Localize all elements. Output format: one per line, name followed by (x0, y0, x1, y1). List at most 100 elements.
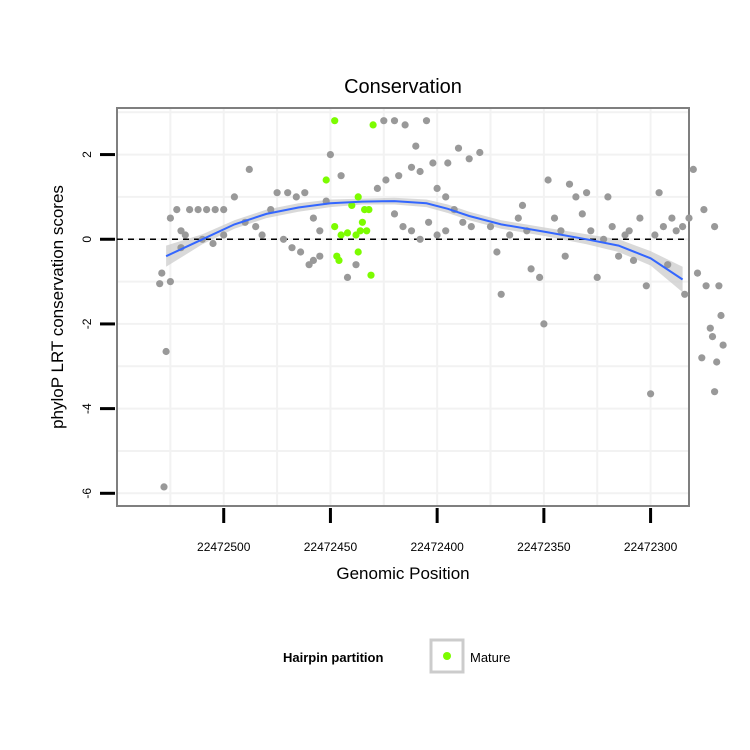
y-axis-title: phyloP LRT conservation scores (48, 185, 67, 429)
y-tick-label: -4 (80, 403, 94, 414)
other-point (454, 144, 463, 152)
other-point (343, 273, 352, 281)
other-point (181, 231, 189, 239)
other-point (708, 333, 717, 341)
chart-title: Conservation (344, 76, 462, 98)
other-point (401, 121, 409, 129)
other-point (297, 248, 305, 256)
other-point (544, 176, 552, 184)
mature-point (363, 227, 371, 235)
x-tick-label: 22472300 (624, 540, 678, 554)
other-point (506, 231, 514, 239)
other-point (700, 206, 708, 214)
other-point (373, 184, 381, 192)
other-point (166, 278, 174, 286)
mature-point (348, 201, 356, 209)
other-point (442, 227, 450, 235)
other-point (444, 159, 452, 167)
other-point (220, 231, 228, 239)
smooth-line-layer (165, 200, 684, 281)
scatter-points (156, 117, 727, 491)
mature-point (354, 193, 362, 201)
plot-panel (116, 107, 690, 507)
other-point (497, 290, 505, 298)
other-point (316, 252, 324, 260)
other-point (459, 218, 467, 226)
other-point (258, 231, 266, 239)
mature-point (335, 256, 343, 264)
mature-point (337, 231, 345, 239)
other-point (715, 282, 723, 290)
other-point (698, 354, 706, 362)
other-point (693, 269, 702, 277)
x-axis-title: Genomic Position (336, 564, 469, 583)
other-point (719, 341, 727, 349)
other-point (561, 252, 569, 260)
other-point (514, 214, 522, 222)
other-point (600, 235, 608, 243)
other-point (629, 256, 638, 264)
other-point (194, 206, 202, 214)
y-tick-label: -2 (80, 318, 94, 329)
other-point (433, 184, 441, 192)
other-point (672, 227, 680, 235)
x-tick-label: 22472400 (410, 540, 464, 554)
other-point (527, 265, 535, 273)
other-point (395, 172, 403, 180)
mature-point (331, 223, 339, 231)
other-point (608, 223, 616, 231)
other-point (565, 180, 574, 188)
other-point (273, 189, 281, 197)
other-point (518, 201, 527, 209)
other-point (550, 214, 559, 222)
mature-point (352, 231, 360, 239)
other-point (476, 148, 484, 157)
other-point (717, 311, 725, 320)
other-point (433, 231, 441, 239)
other-point (493, 248, 501, 256)
other-point (292, 193, 300, 201)
other-point (309, 214, 317, 222)
other-point (578, 210, 586, 218)
mature-point (369, 121, 377, 129)
other-point (156, 280, 164, 288)
y-tick-label: 2 (80, 151, 94, 158)
other-point (681, 290, 689, 298)
other-point (316, 227, 324, 235)
other-point (711, 223, 719, 231)
other-point (647, 390, 655, 398)
other-point (399, 223, 407, 231)
other-point (583, 189, 591, 197)
other-point (209, 239, 217, 248)
other-point (211, 206, 219, 214)
x-axis: 22472500 22472450 22472400 22472350 22472300 (197, 508, 678, 554)
other-point (615, 252, 623, 260)
other-point (279, 235, 288, 243)
other-point (540, 320, 548, 328)
other-point (252, 223, 260, 231)
other-point (536, 273, 544, 281)
x-tick-label: 22472350 (517, 540, 571, 554)
other-point (412, 142, 420, 150)
mature-point (322, 176, 330, 184)
other-point (557, 227, 565, 235)
other-point (668, 214, 676, 222)
other-point (407, 163, 416, 171)
other-point (664, 261, 672, 269)
legend-key-mature-point (443, 652, 451, 660)
other-point (685, 214, 693, 222)
mature-point (343, 229, 352, 237)
other-point (442, 193, 450, 201)
other-point (407, 227, 416, 235)
other-point (587, 227, 595, 235)
other-point (173, 206, 181, 214)
other-point (309, 256, 317, 264)
other-point (604, 193, 612, 201)
other-point (679, 223, 687, 231)
other-point (326, 151, 334, 159)
legend: Hairpin partition Mature (283, 638, 510, 674)
other-point (390, 210, 399, 218)
other-point (230, 193, 238, 201)
other-point (382, 176, 390, 184)
